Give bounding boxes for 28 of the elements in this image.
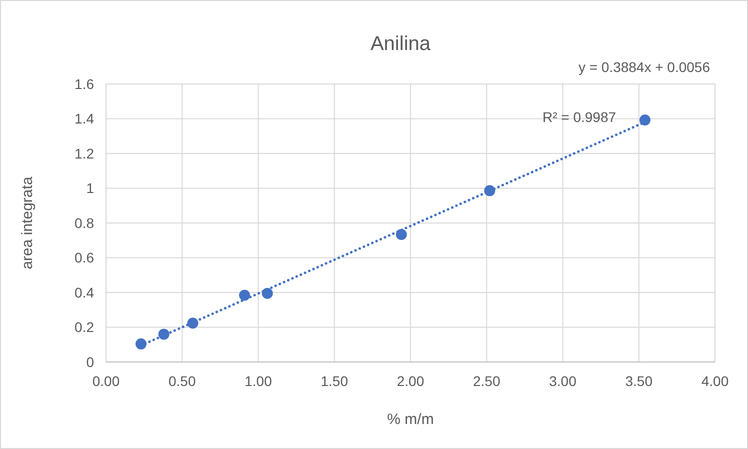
text: y = 0.3884x + 0.0056 xyxy=(578,59,710,75)
y-tick-label: 1.6 xyxy=(74,76,94,92)
y-tick-label: 0.4 xyxy=(74,284,94,300)
x-tick-label: 1.00 xyxy=(244,373,272,389)
x-tick-label: 4.00 xyxy=(701,373,729,389)
x-tick-label: 2.00 xyxy=(396,373,424,389)
x-tick-label: 2.50 xyxy=(473,373,500,389)
y-tick-label: 0.2 xyxy=(74,319,94,336)
annotation: R² = 0.9987 xyxy=(542,109,616,126)
x-tick-label: 0.00 xyxy=(92,373,120,389)
x-tick-label: 3.50 xyxy=(625,373,653,389)
x-tick-label: 0.50 xyxy=(168,373,196,389)
y-tick-label: 0.8 xyxy=(74,214,94,231)
x-tick-label: 3.00 xyxy=(549,373,577,389)
point xyxy=(239,290,250,301)
point xyxy=(639,114,650,126)
y-axis-title: area integrata xyxy=(19,176,36,270)
y-tick-label: 1 xyxy=(86,180,94,196)
x-axis-title: % m/m xyxy=(387,411,434,428)
y-tick-label: 1.2 xyxy=(74,145,94,162)
y-tick-label: 0 xyxy=(86,354,94,370)
y-tick-label: 0.6 xyxy=(74,250,94,266)
x-tick-label: 1.50 xyxy=(320,373,348,389)
y-tick-label: 1.4 xyxy=(74,110,94,127)
chart-title: Anilina xyxy=(370,33,432,55)
point xyxy=(262,288,273,299)
point xyxy=(396,228,407,240)
point xyxy=(136,338,147,350)
